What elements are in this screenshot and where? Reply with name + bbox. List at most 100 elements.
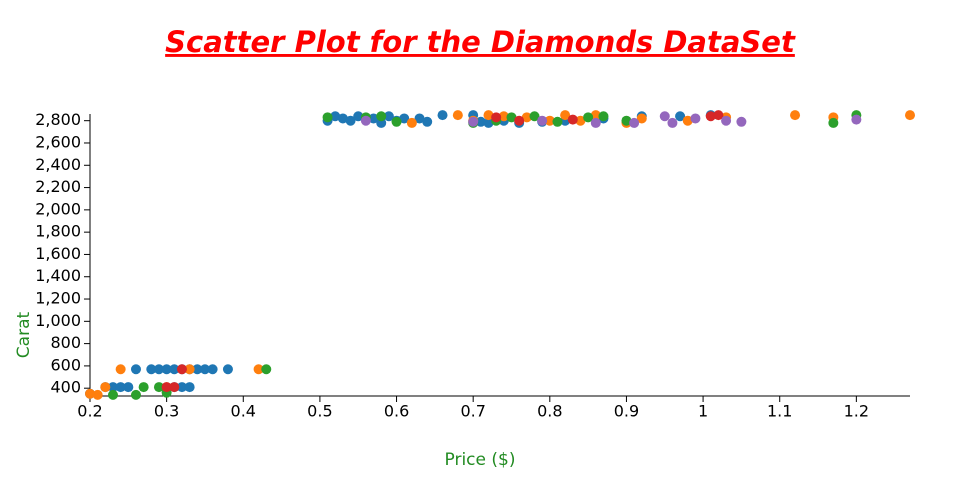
- point: [560, 110, 571, 121]
- chart-title: Scatter Plot for the Diamonds DataSet: [165, 25, 796, 59]
- point: [161, 364, 172, 375]
- point: [629, 117, 640, 128]
- point: [690, 113, 701, 124]
- y-tick-label: 1,600: [35, 244, 81, 263]
- y-tick-label: 2,600: [35, 132, 81, 151]
- point: [713, 110, 724, 121]
- x-tick-label: 1.1: [767, 402, 792, 421]
- x-tick-label: 0.7: [460, 402, 485, 421]
- y-tick-label: 600: [50, 355, 81, 374]
- point: [261, 364, 272, 375]
- point: [705, 111, 716, 122]
- point: [521, 112, 532, 123]
- point: [422, 116, 433, 127]
- point: [176, 364, 187, 375]
- point: [721, 115, 732, 126]
- point: [590, 117, 601, 128]
- point: [353, 111, 364, 122]
- point: [153, 382, 164, 393]
- point: [575, 115, 586, 126]
- point: [376, 111, 387, 122]
- point: [659, 111, 670, 122]
- x-tick-label: 0.2: [77, 402, 102, 421]
- y-tick-label: 1,400: [35, 266, 81, 285]
- point: [636, 113, 647, 124]
- point: [590, 110, 601, 121]
- point: [100, 382, 111, 393]
- x-tick-label: 1: [698, 402, 708, 421]
- point: [414, 113, 425, 124]
- point: [107, 382, 118, 393]
- point: [544, 115, 555, 126]
- point: [130, 364, 141, 375]
- point: [169, 364, 180, 375]
- point: [184, 364, 195, 375]
- point: [790, 110, 801, 121]
- point: [222, 364, 233, 375]
- point: [169, 382, 180, 393]
- point: [537, 115, 548, 126]
- point: [506, 112, 517, 123]
- point: [468, 116, 479, 127]
- x-tick-label: 0.6: [384, 402, 409, 421]
- point: [330, 111, 341, 122]
- point: [736, 116, 747, 127]
- point: [107, 389, 118, 400]
- point: [153, 364, 164, 375]
- point: [406, 117, 417, 128]
- point: [475, 116, 486, 127]
- point: [322, 112, 333, 123]
- point: [360, 115, 371, 126]
- point: [437, 110, 448, 121]
- point: [598, 111, 609, 122]
- point: [491, 112, 502, 123]
- point: [383, 111, 394, 122]
- x-axis-label: Price ($): [445, 450, 516, 470]
- y-tick-label: 2,800: [35, 110, 81, 129]
- point: [337, 113, 348, 124]
- point: [667, 117, 678, 128]
- y-axis-label: Carat: [14, 311, 34, 358]
- point: [146, 364, 157, 375]
- x-tick-label: 0.5: [307, 402, 332, 421]
- point: [583, 112, 594, 123]
- point: [452, 110, 463, 121]
- point: [529, 111, 540, 122]
- point: [161, 382, 172, 393]
- y-tick-label: 400: [50, 378, 81, 397]
- point: [368, 113, 379, 124]
- y-tick-label: 800: [50, 333, 81, 352]
- point: [192, 364, 203, 375]
- y-tick-label: 1,800: [35, 222, 81, 241]
- point: [621, 115, 632, 126]
- point: [905, 110, 915, 121]
- x-tick-label: 1.2: [844, 402, 869, 421]
- point: [682, 115, 693, 126]
- point: [483, 117, 494, 128]
- y-tick-label: 2,400: [35, 155, 81, 174]
- point: [138, 382, 149, 393]
- point: [115, 382, 126, 393]
- point: [130, 389, 141, 400]
- point: [199, 364, 210, 375]
- x-tick-label: 0.3: [154, 402, 179, 421]
- x-tick-label: 0.4: [231, 402, 256, 421]
- x-tick-label: 0.9: [614, 402, 639, 421]
- point: [514, 115, 525, 126]
- y-tick-label: 2,000: [35, 199, 81, 218]
- point: [92, 389, 103, 400]
- point: [851, 114, 862, 125]
- point: [828, 117, 839, 128]
- point: [399, 113, 410, 124]
- point: [115, 364, 126, 375]
- point: [498, 111, 509, 122]
- point: [483, 110, 494, 121]
- point: [567, 114, 578, 125]
- point: [85, 388, 95, 399]
- point: [552, 116, 563, 127]
- x-tick-label: 0.8: [537, 402, 562, 421]
- point: [184, 382, 195, 393]
- point: [176, 382, 187, 393]
- point: [207, 364, 218, 375]
